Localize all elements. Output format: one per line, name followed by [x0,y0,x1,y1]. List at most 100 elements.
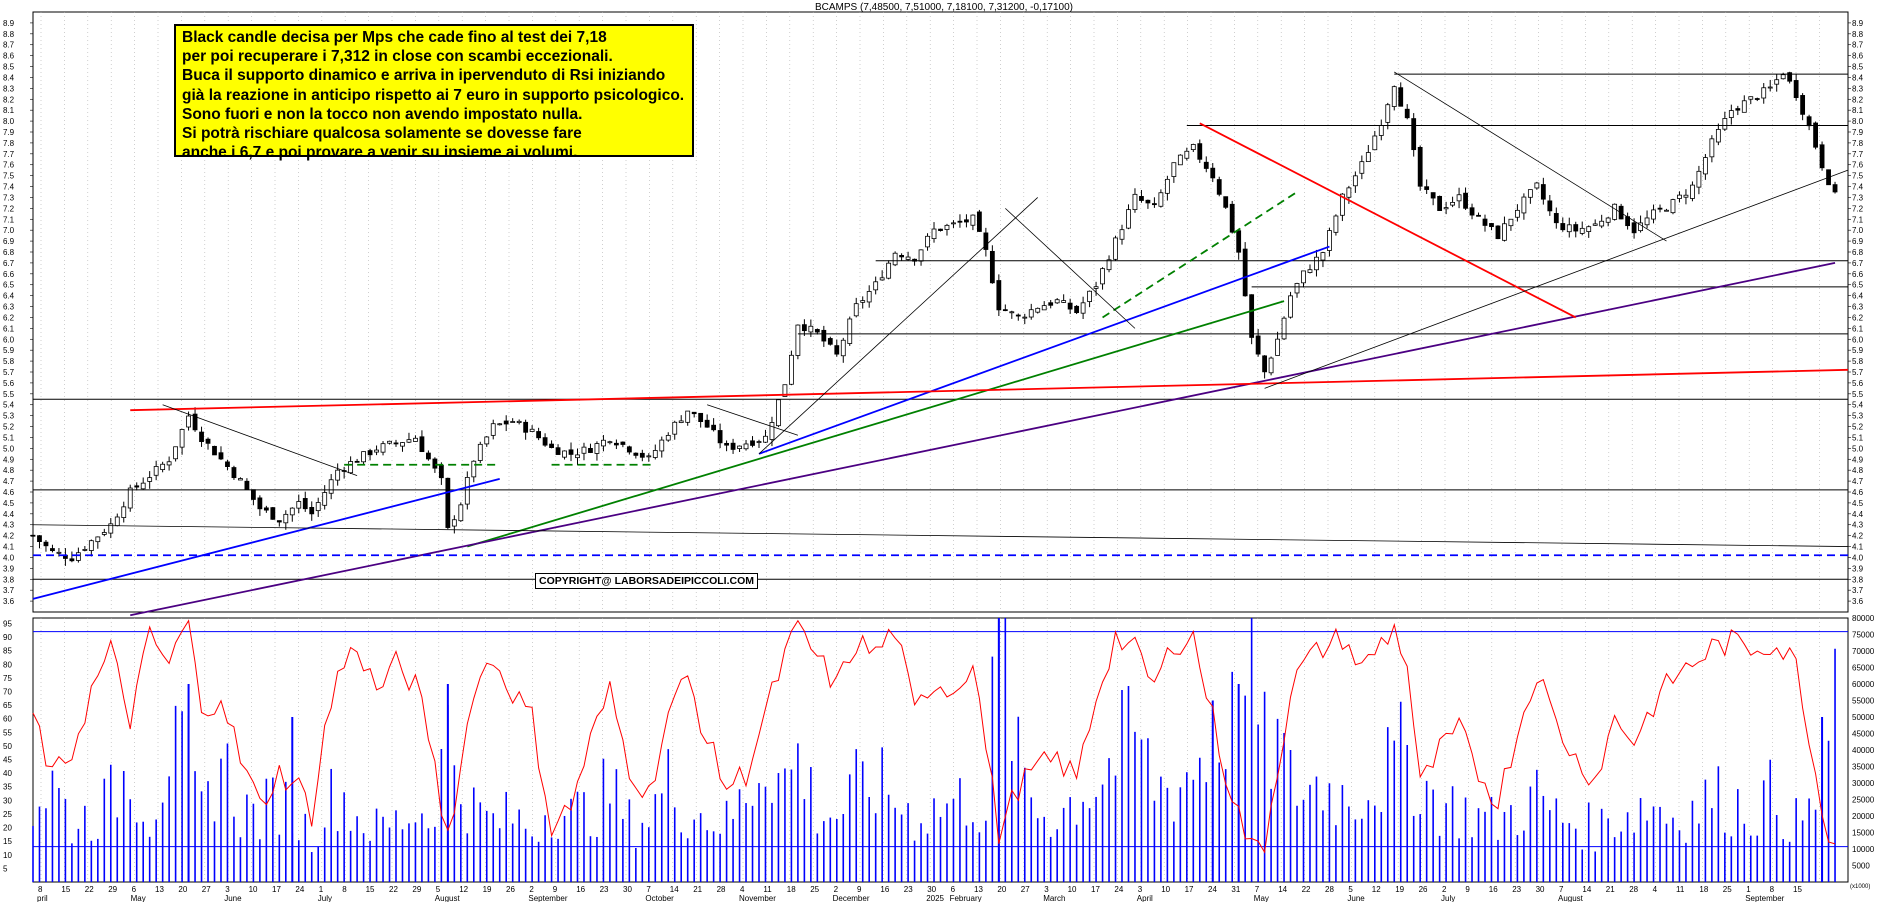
candle-body [892,252,898,266]
day-tick-label: 17 [1185,885,1194,894]
day-tick-label: 3 [1138,885,1143,894]
rsi-tick-label: 85 [3,647,12,656]
candle-body [374,449,379,453]
candle-body [523,421,529,433]
candle-body [1553,213,1559,224]
price-tick-label: 5.9 [1852,346,1864,355]
candle-body [1573,224,1579,232]
candle-body [1741,100,1747,113]
price-tick-label: 4.1 [3,543,15,552]
candle-body [101,532,107,535]
price-tick-label: 7.1 [1852,215,1864,224]
candle-body [1469,207,1475,216]
candle-body [575,454,580,459]
price-tick-label: 8.0 [1852,117,1864,126]
candle-body [626,446,632,453]
day-tick-label: 30 [623,885,632,894]
day-tick-label: 5 [436,885,441,894]
candle-body [789,354,794,385]
day-tick-label: 31 [1231,885,1240,894]
day-tick-label: 13 [974,885,983,894]
candle-body [1722,118,1728,130]
candle-body [1521,196,1527,214]
price-tick-label: 5.5 [1852,390,1864,399]
red-trend-1 [130,368,1849,412]
candle-body [335,469,341,481]
price-tick-label: 7.3 [3,193,15,202]
day-tick-label: 22 [1302,885,1311,894]
day-tick-label: 16 [880,885,889,894]
candle-body [1534,182,1540,189]
candle-body [309,506,315,515]
candle-body [186,415,191,428]
candle-body [1547,200,1553,212]
candle-body [750,440,755,446]
candle-body [724,442,729,446]
rsi-tick-label: 70 [3,687,12,696]
price-tick-label: 5.7 [3,368,15,377]
candle-body [283,513,289,524]
rsi-tick-label: 65 [3,701,12,710]
day-tick-label: 15 [1793,885,1802,894]
day-tick-label: 23 [904,885,913,894]
candle-body [484,436,490,445]
candle-body [400,442,405,447]
candle-body [50,548,55,552]
rsi-line [32,619,1836,854]
candle-body [257,497,263,510]
candle-body [1242,248,1248,297]
price-tick-label: 8.4 [1852,73,1864,82]
day-tick-label: 9 [1465,885,1470,894]
month-tick-label: September [1745,894,1784,902]
candle-body [1417,146,1423,187]
day-tick-label: 5 [1348,885,1353,894]
candle-body [1041,305,1047,311]
candle-body [1177,154,1183,166]
month-tick-label: July [318,894,332,902]
price-tick-label: 4.9 [1852,455,1864,464]
candle-body [957,220,963,223]
rsi-tick-label: 60 [3,715,12,724]
day-tick-label: 29 [412,885,421,894]
candle-body [477,443,483,461]
candle-body [1424,186,1430,190]
candle-body [873,281,879,291]
candle-body [542,437,548,446]
price-tick-label: 5.2 [3,423,15,432]
black-trend-2 [758,197,1039,455]
price-tick-label: 6.7 [3,259,15,268]
day-tick-label: 14 [1582,885,1591,894]
note-line: Si potrà rischiare qualcosa solamente se… [182,124,582,142]
candle-body [225,461,230,467]
note-line: Black candle decisa per Mps che cade fin… [182,29,607,46]
price-tick-label: 7.4 [3,183,15,192]
candle-body [37,535,42,542]
price-tick-label: 7.8 [3,139,15,148]
candle-body [918,249,924,262]
candle-body [691,411,697,415]
candle-body [938,228,943,231]
day-tick-label: 19 [1395,885,1404,894]
candle-body [1515,209,1520,218]
price-tick-label: 4.4 [1852,510,1864,519]
price-tick-label: 5.0 [1852,444,1864,453]
candle-body [1651,209,1656,220]
day-tick-label: 12 [459,885,468,894]
price-tick-label: 8.3 [1852,84,1864,93]
day-tick-label: 9 [553,885,558,894]
day-tick-label: 3 [1044,885,1049,894]
candle-body [1657,207,1663,210]
candle-body [451,519,457,527]
day-tick-label: 25 [810,885,819,894]
price-tick-label: 6.0 [3,335,15,344]
candle-body [1631,222,1637,234]
candle-body [1126,209,1131,229]
candle-body [1346,187,1352,198]
price-tick-label: 6.1 [1852,324,1864,333]
candle-body [951,222,956,225]
day-tick-label: 17 [272,885,281,894]
rsi-tick-label: 30 [3,796,12,805]
candle-body [763,435,768,443]
price-tick-label: 4.6 [1852,488,1864,497]
candle-body [212,445,217,456]
